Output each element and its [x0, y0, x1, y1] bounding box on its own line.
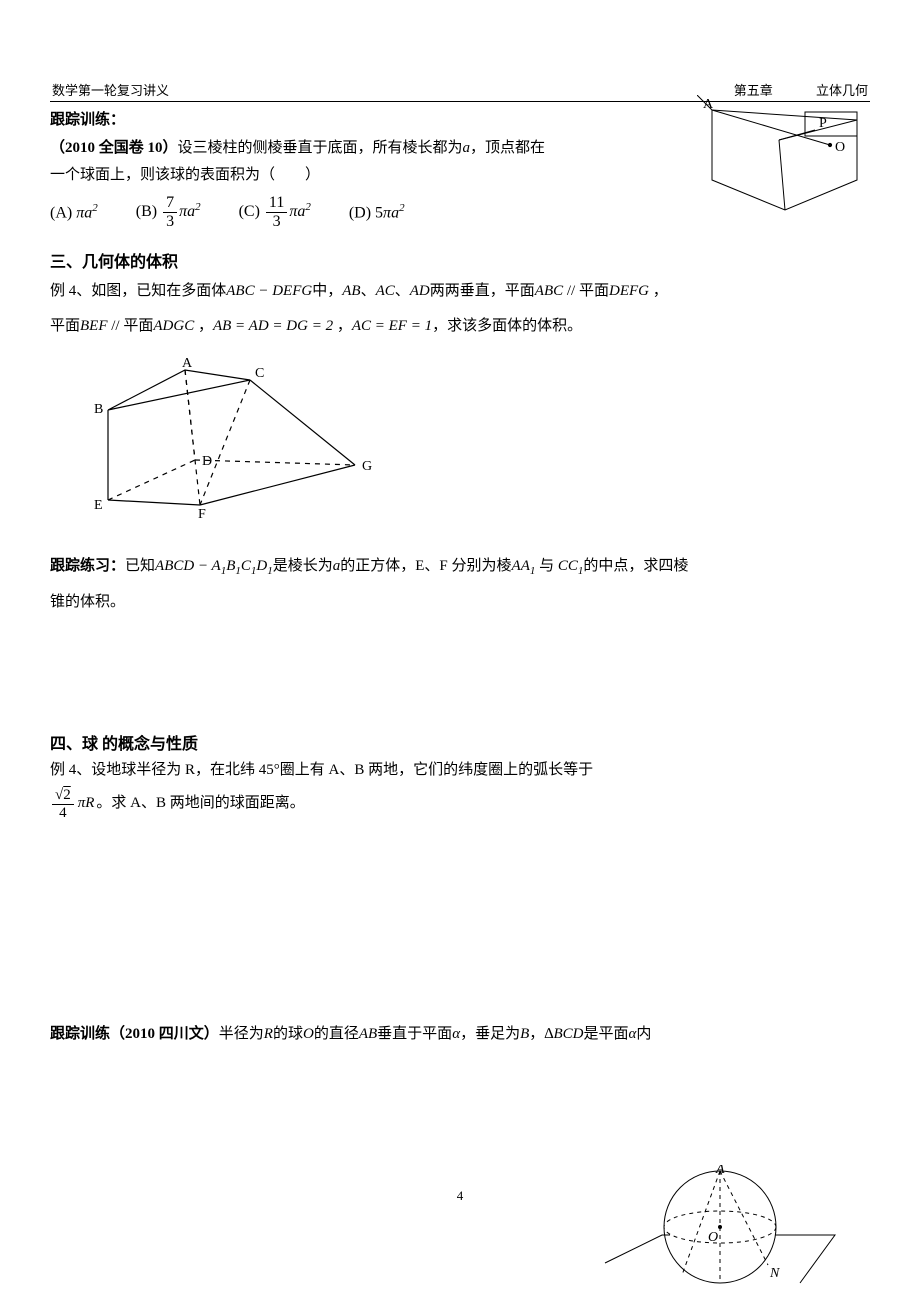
sec1-text3: 一个球面上，则该球的表面积为（ ）	[50, 167, 320, 183]
option-A: (A) πa2	[50, 202, 98, 222]
var-a-1: a	[463, 140, 471, 156]
poly-G: G	[362, 459, 372, 474]
poly-A: A	[182, 356, 193, 371]
prism-label-O: O	[835, 140, 845, 155]
sec1-text1: 设三棱柱的侧棱垂直于底面，所有棱长都为	[178, 140, 463, 156]
poly-D: D	[202, 454, 212, 469]
option-B: (B) 73πa2	[136, 195, 201, 230]
option-C: (C) 113πa2	[239, 195, 311, 230]
poly-C: C	[255, 366, 264, 381]
sphere-A: A	[715, 1165, 725, 1177]
header-left: 数学第一轮复习讲义	[52, 80, 169, 99]
sphere-N: N	[769, 1266, 780, 1281]
poly-F: F	[198, 507, 206, 520]
prism-label-A: A	[703, 97, 714, 112]
polyhedron-name: ABC − DEFG	[226, 283, 312, 299]
sec4-ex4: 例 4、设地球半径为 R，在北纬 45°圈上有 A、B 两地，它们的纬度圈上的弧…	[50, 762, 593, 778]
polyhedron-figure: A B C D E F G	[90, 355, 390, 520]
poly-B: B	[94, 402, 103, 417]
sec1-source: （2010 全国卷 10）	[50, 140, 178, 156]
sec4-title: 四、球 的概念与性质	[50, 730, 870, 754]
sphere-O: O	[708, 1230, 718, 1245]
sec5-title: 跟踪训练	[50, 1026, 110, 1042]
sec2-title: 三、几何体的体积	[50, 248, 870, 272]
sec2-pref: 例 4、如图，已知在多面体	[50, 283, 226, 299]
prism-label-P: P	[819, 116, 827, 131]
sphere-figure: A O N	[600, 1165, 840, 1290]
sec3-title: 跟踪练习：	[50, 558, 125, 574]
poly-E: E	[94, 498, 103, 513]
sec1-text2: ，顶点都在	[470, 140, 545, 156]
sec4-frac: √24	[52, 788, 74, 821]
option-D: (D) 5πa2	[349, 202, 405, 222]
prism-figure: A P O	[697, 95, 872, 250]
sec1-title: 跟踪训练：	[50, 112, 125, 128]
